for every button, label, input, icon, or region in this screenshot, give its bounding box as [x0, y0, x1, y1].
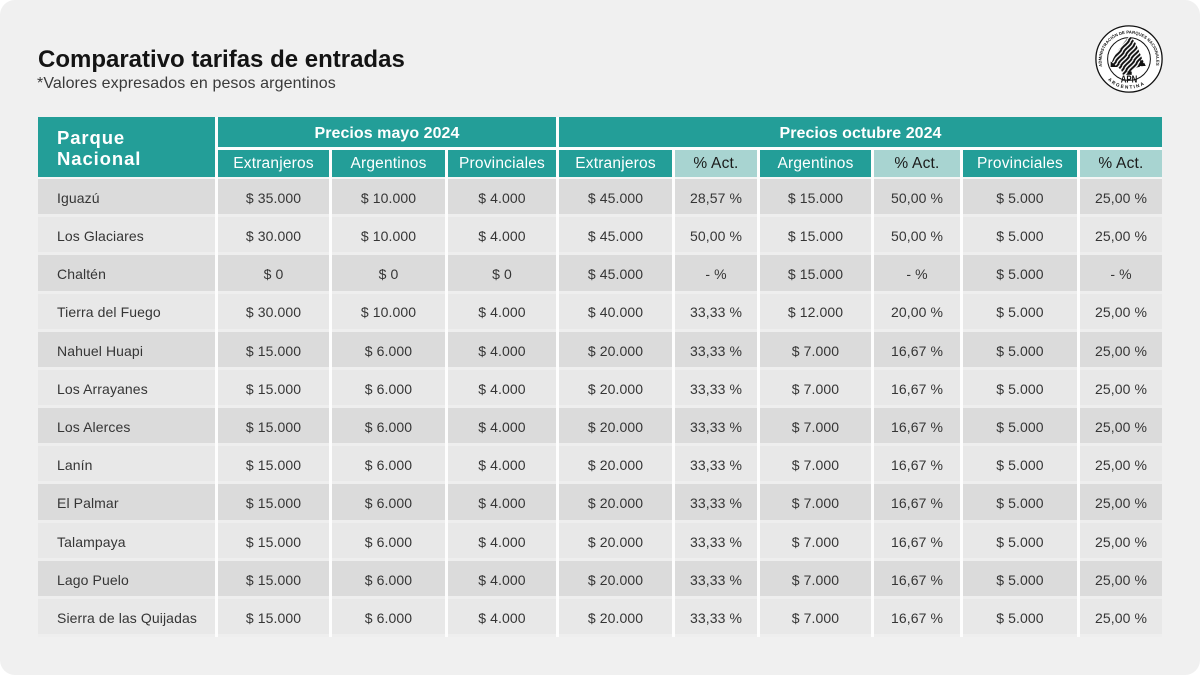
svg-text:APN: APN — [1121, 75, 1138, 86]
